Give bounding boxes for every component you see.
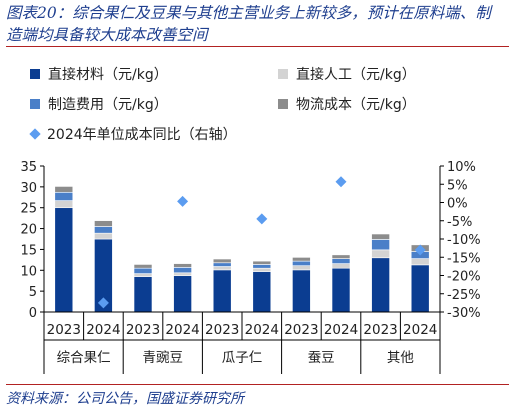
left-axis-tick-label: 0 <box>29 306 37 321</box>
bar-segment-material <box>133 276 153 313</box>
yoy-marker <box>414 244 426 256</box>
x-tick-label: 2023 <box>47 322 81 338</box>
right-axis-tick-label: 10% <box>447 160 476 175</box>
bar-segment-labor <box>212 266 232 271</box>
legend-label-labor: 直接人工（元/kg） <box>296 67 416 83</box>
x-group-label: 综合果仁 <box>57 350 111 366</box>
left-axis-tick-label: 25 <box>20 202 37 217</box>
x-tick-label: 2024 <box>245 322 279 338</box>
bar-segment-labor <box>54 200 74 209</box>
right-axis-tick-label: -25% <box>447 288 481 303</box>
bar-segment-material <box>410 264 430 313</box>
left-axis-tick-label: 35 <box>20 160 37 175</box>
bar-segment-labor <box>133 273 153 277</box>
bar-segment-manufacturing <box>212 262 232 267</box>
right-axis-tick-label: -10% <box>447 233 481 248</box>
yoy-marker <box>97 297 109 309</box>
legend-swatch-material <box>30 69 40 79</box>
bar-segment-labor <box>94 232 113 240</box>
x-tick-label: 2023 <box>363 322 397 338</box>
x-tick-label: 2023 <box>126 322 160 338</box>
bar-segment-manufacturing <box>54 191 74 201</box>
left-axis-tick-label: 15 <box>20 243 37 258</box>
chart-area: 0 5 10 15 20 25 30 35 -30% -25% -20% -15% -10% -5% 0% 5… <box>0 150 515 380</box>
bar-segment-logistics <box>292 257 311 262</box>
bar-segment-logistics <box>94 220 113 227</box>
bar-segment-labor <box>292 265 311 271</box>
legend-diamond-yoy-icon <box>29 128 41 140</box>
x-tick-label: 2024 <box>86 322 120 338</box>
left-axis-tick-label: 5 <box>29 285 37 300</box>
yoy-marker <box>177 195 189 207</box>
bar-segment-material <box>212 269 232 313</box>
right-axis-tick-label: -30% <box>447 306 481 321</box>
left-axis-tick-label: 20 <box>20 223 37 238</box>
bar-segment-logistics <box>212 258 232 264</box>
bar-segment-manufacturing <box>252 264 272 269</box>
bar-segment-labor <box>252 267 272 272</box>
legend-label-manufacturing: 制造费用（元/kg） <box>48 97 168 113</box>
title-line-1: 图表20：综合果仁及豆果与其他主营业务上新较多，预计在原料端、制 <box>6 4 491 22</box>
bar-segment-material <box>331 267 351 313</box>
right-axis-tick-label: -15% <box>447 251 481 266</box>
bar-segment-manufacturing <box>133 267 153 274</box>
legend-label-yoy: 2024年单位成本同比（右轴） <box>47 127 237 143</box>
x-tick-label: 2023 <box>284 322 318 338</box>
bar-segment-material <box>292 269 311 313</box>
top-rule <box>6 46 509 47</box>
legend-item-yoy: 2024年单位成本同比（右轴） <box>29 124 237 144</box>
legend-item-logistics: 物流成本（元/kg） <box>278 94 416 114</box>
bar-segment-logistics <box>54 186 74 193</box>
chart-title: 图表20：综合果仁及豆果与其他主营业务上新较多，预计在原料端、制 造端均具备较大… <box>6 2 511 46</box>
x-tick-label: 2024 <box>165 322 199 338</box>
bar-segment-logistics <box>252 260 272 265</box>
legend-label-material: 直接材料（元/kg） <box>48 67 168 83</box>
x-tick-label: 2024 <box>324 322 358 338</box>
x-group-label: 青豌豆 <box>143 350 184 366</box>
right-axis-tick-label: 5% <box>447 178 468 193</box>
x-tick-label: 2023 <box>205 322 239 338</box>
bar-segment-logistics <box>133 264 153 269</box>
bar-segment-material <box>252 271 272 313</box>
bar-segment-logistics <box>331 254 351 259</box>
bar-segment-manufacturing <box>173 267 192 274</box>
legend-swatch-manufacturing <box>30 99 40 109</box>
left-axis-tick-label: 10 <box>20 264 37 279</box>
legend-item-material: 直接材料（元/kg） <box>30 64 168 84</box>
bar-segment-logistics <box>173 263 192 268</box>
yoy-marker <box>335 176 347 188</box>
legend-item-labor: 直接人工（元/kg） <box>278 64 416 84</box>
title-line-2: 造端均具备较大成本改善空间 <box>6 26 208 44</box>
bar-segment-material <box>54 207 74 313</box>
source-note: 资料来源：公司公告，国盛证券研究所 <box>6 391 244 407</box>
legend-item-manufacturing: 制造费用（元/kg） <box>30 94 168 114</box>
bar-segment-manufacturing <box>94 226 113 234</box>
bar-segment-labor <box>173 272 192 277</box>
left-axis-tick-label: 30 <box>20 181 37 196</box>
bar-segment-manufacturing <box>371 239 390 251</box>
yoy-marker <box>256 213 268 225</box>
bar-segment-material <box>173 275 192 313</box>
right-axis-tick-label: -20% <box>447 270 481 285</box>
x-group-label: 其他 <box>387 350 414 366</box>
right-axis-tick-label: 0% <box>447 197 468 212</box>
right-axis-tick-label: -5% <box>447 215 472 230</box>
bottom-rule <box>6 384 509 385</box>
bar-segment-material <box>371 257 390 313</box>
legend-swatch-labor <box>278 69 288 79</box>
bar-segment-labor <box>331 263 351 269</box>
bar-segment-labor <box>371 249 390 259</box>
bar-segment-logistics <box>371 233 390 240</box>
x-tick-label: 2024 <box>403 322 437 338</box>
x-group-label: 瓜子仁 <box>222 350 263 366</box>
x-group-label: 蚕豆 <box>308 350 335 366</box>
bar-segment-manufacturing <box>331 258 351 264</box>
legend-swatch-logistics <box>278 99 288 109</box>
legend-label-logistics: 物流成本（元/kg） <box>296 97 416 113</box>
bar-segment-manufacturing <box>292 260 311 266</box>
bar-segment-labor <box>410 258 430 266</box>
chart-svg: 0 5 10 15 20 25 30 35 -30% -25% -20% -15% -10% -5% 0% 5… <box>20 160 481 374</box>
